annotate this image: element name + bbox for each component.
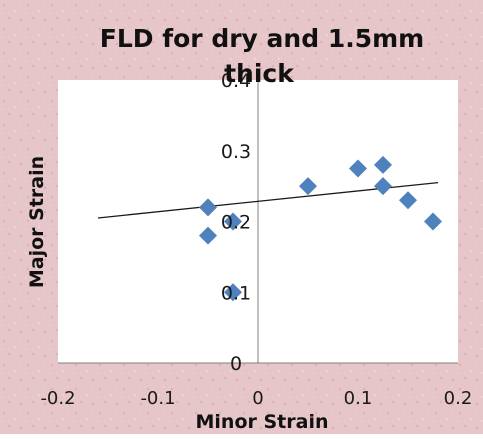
- x-tick-label: -0.2: [40, 388, 75, 409]
- data-point-3: [224, 212, 242, 231]
- data-point-1: [199, 198, 217, 217]
- data-point-4: [224, 283, 242, 302]
- data-point-2: [199, 226, 217, 245]
- x-tick-label: -0.1: [140, 388, 175, 409]
- x-tick-label: 0.2: [444, 388, 473, 409]
- y-tick-label: 0.1: [221, 282, 251, 304]
- data-point-8: [374, 177, 392, 196]
- y-tick-label: 0.4: [221, 70, 251, 92]
- data-point-6: [349, 159, 367, 178]
- data-point-10: [424, 212, 442, 231]
- data-point-7: [374, 155, 392, 174]
- y-tick-label: 0.2: [221, 212, 251, 234]
- y-axis-label: Major Strain: [26, 156, 48, 288]
- x-axis-label: Minor Strain: [196, 411, 329, 433]
- x-tick-label: 0: [252, 388, 263, 409]
- y-tick-label: 0.3: [221, 141, 251, 163]
- data-point-5: [299, 177, 317, 196]
- x-tick-label: 0.1: [344, 388, 373, 409]
- data-point-9: [399, 191, 417, 210]
- chart-title-line2: thick: [224, 59, 295, 88]
- y-tick-label: 0: [230, 353, 242, 375]
- chart-title-line1: FLD for dry and 1.5mm: [100, 24, 424, 53]
